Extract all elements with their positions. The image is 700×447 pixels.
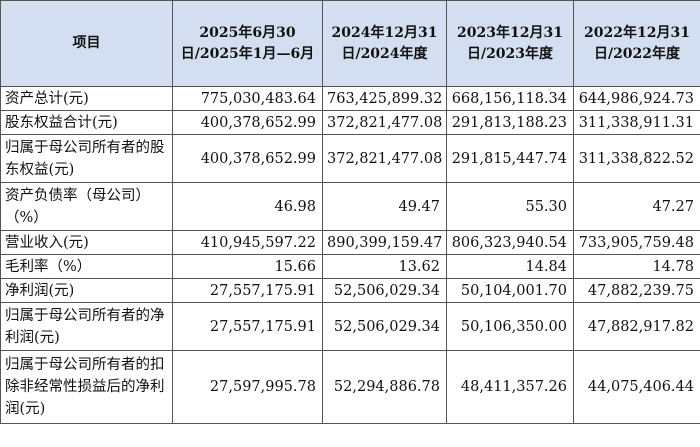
row-label: 归属于母公司所有者的净利润(元) bbox=[0, 302, 173, 351]
financial-data-table: 项目 2025年6月30日/2025年1月—6月 2024年12月31日/202… bbox=[0, 0, 700, 424]
cell-value: 47.27 bbox=[573, 182, 700, 231]
row-label: 毛利率（%） bbox=[0, 254, 173, 279]
row-label: 净利润(元) bbox=[0, 278, 173, 303]
cell-value: 44,075,406.44 bbox=[573, 350, 700, 424]
cell-value: 27,557,175.91 bbox=[172, 278, 323, 303]
header-row: 项目 2025年6月30日/2025年1月—6月 2024年12月31日/202… bbox=[0, 0, 700, 87]
table-row: 归属于母公司所有者的净利润(元) 27,557,175.91 52,506,02… bbox=[0, 302, 700, 351]
cell-value: 47,882,917.82 bbox=[573, 302, 700, 351]
row-label: 归属于母公司所有者的股东权益(元) bbox=[0, 134, 173, 183]
cell-value: 763,425,899.32 bbox=[322, 86, 447, 111]
cell-value: 291,813,188.23 bbox=[446, 110, 574, 135]
cell-value: 15.66 bbox=[172, 254, 323, 279]
row-label: 资产负债率（母公司）（%） bbox=[0, 182, 173, 231]
cell-value: 372,821,477.08 bbox=[322, 110, 447, 135]
cell-value: 46.98 bbox=[172, 182, 323, 231]
table-row: 资产总计(元) 775,030,483.64 763,425,899.32 66… bbox=[0, 86, 700, 111]
table-row: 营业收入(元) 410,945,597.22 890,399,159.47 80… bbox=[0, 230, 700, 255]
table-row: 净利润(元) 27,557,175.91 52,506,029.34 50,10… bbox=[0, 278, 700, 303]
cell-value: 806,323,940.54 bbox=[446, 230, 574, 255]
header-item: 项目 bbox=[0, 0, 173, 87]
cell-value: 55.30 bbox=[446, 182, 574, 231]
cell-value: 47,882,239.75 bbox=[573, 278, 700, 303]
row-label: 营业收入(元) bbox=[0, 230, 173, 255]
table-row: 股东权益合计(元) 400,378,652.99 372,821,477.08 … bbox=[0, 110, 700, 135]
header-period-2025h1: 2025年6月30日/2025年1月—6月 bbox=[172, 0, 323, 87]
cell-value: 13.62 bbox=[322, 254, 447, 279]
cell-value: 410,945,597.22 bbox=[172, 230, 323, 255]
table-row: 毛利率（%） 15.66 13.62 14.84 14.78 bbox=[0, 254, 700, 279]
cell-value: 400,378,652.99 bbox=[172, 134, 323, 183]
cell-value: 311,338,911.31 bbox=[573, 110, 700, 135]
cell-value: 668,156,118.34 bbox=[446, 86, 574, 111]
cell-value: 733,905,759.48 bbox=[573, 230, 700, 255]
header-period-2023: 2023年12月31日/2023年度 bbox=[446, 0, 574, 87]
cell-value: 311,338,822.52 bbox=[573, 134, 700, 183]
cell-value: 14.84 bbox=[446, 254, 574, 279]
cell-value: 644,986,924.73 bbox=[573, 86, 700, 111]
cell-value: 372,821,477.08 bbox=[322, 134, 447, 183]
table-row: 归属于母公司所有者的股东权益(元) 400,378,652.99 372,821… bbox=[0, 134, 700, 183]
cell-value: 49.47 bbox=[322, 182, 447, 231]
cell-value: 52,506,029.34 bbox=[322, 278, 447, 303]
cell-value: 14.78 bbox=[573, 254, 700, 279]
cell-value: 400,378,652.99 bbox=[172, 110, 323, 135]
cell-value: 775,030,483.64 bbox=[172, 86, 323, 111]
cell-value: 50,104,001.70 bbox=[446, 278, 574, 303]
row-label: 归属于母公司所有者的扣除非经常性损益后的净利润(元) bbox=[0, 350, 173, 424]
row-label: 股东权益合计(元) bbox=[0, 110, 173, 135]
header-period-2022: 2022年12月31日/2022年度 bbox=[573, 0, 700, 87]
cell-value: 52,506,029.34 bbox=[322, 302, 447, 351]
cell-value: 52,294,886.78 bbox=[322, 350, 447, 424]
header-period-2024: 2024年12月31日/2024年度 bbox=[322, 0, 447, 87]
table-row: 资产负债率（母公司）（%） 46.98 49.47 55.30 47.27 bbox=[0, 182, 700, 231]
cell-value: 27,557,175.91 bbox=[172, 302, 323, 351]
cell-value: 50,106,350.00 bbox=[446, 302, 574, 351]
row-label: 资产总计(元) bbox=[0, 86, 173, 111]
cell-value: 890,399,159.47 bbox=[322, 230, 447, 255]
cell-value: 48,411,357.26 bbox=[446, 350, 574, 424]
cell-value: 291,815,447.74 bbox=[446, 134, 574, 183]
cell-value: 27,597,995.78 bbox=[172, 350, 323, 424]
table-row: 归属于母公司所有者的扣除非经常性损益后的净利润(元) 27,597,995.78… bbox=[0, 350, 700, 424]
